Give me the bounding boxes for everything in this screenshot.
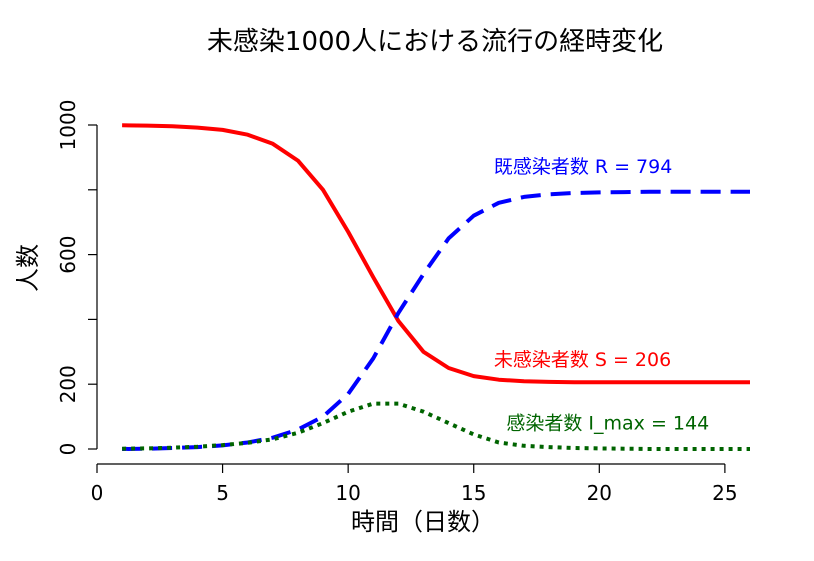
- y-tick-label: 200: [56, 365, 80, 403]
- annotation-layer: 既感染者数 R = 794 未感染者数 S = 206 感染者数 I_max = 1…: [494, 156, 709, 435]
- annotation-label: 感染者数 I_max = 144: [506, 413, 709, 435]
- x-tick-label: 5: [216, 481, 229, 505]
- series-layer: [122, 123, 750, 451]
- y-tick-label: 600: [56, 236, 80, 274]
- y-tick-label: 1000: [56, 100, 80, 151]
- annotation-label: 未感染者数 S = 206: [494, 349, 671, 371]
- x-tick-label: 15: [461, 481, 486, 505]
- y-tick-label: 0: [56, 443, 80, 456]
- x-tick-label: 0: [91, 481, 104, 505]
- axes: 0 5 10 15 20 25 0 200 600 1000: [56, 100, 738, 505]
- x-tick-label: 10: [335, 481, 360, 505]
- series-line-r: [122, 189, 750, 451]
- chart-title: 未感染1000人における流行の経時変化: [207, 27, 663, 57]
- series-line-s: [122, 123, 750, 385]
- y-axis-label: 人数: [14, 244, 42, 292]
- x-tick-label: 20: [587, 481, 612, 505]
- x-tick-label: 25: [712, 481, 737, 505]
- x-axis-label: 時間（日数）: [351, 508, 495, 536]
- annotation-label: 既感染者数 R = 794: [494, 156, 673, 178]
